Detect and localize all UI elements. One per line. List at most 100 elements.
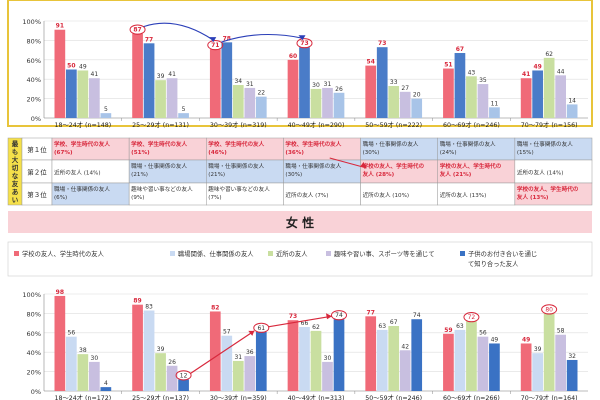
trend-arrow: [143, 22, 214, 41]
ranking-cell-text: 学校、学生時代の友人: [285, 140, 341, 148]
data-label: 67: [456, 46, 464, 53]
y-tick-label: 0%: [31, 115, 41, 123]
y-tick-label: 100%: [22, 18, 41, 26]
data-label: 60: [289, 53, 297, 60]
arrow-head: [209, 37, 217, 43]
bar: [143, 310, 155, 391]
data-label: 39: [157, 73, 165, 80]
ranking-cell-text: 学校の友人、学生時代の: [517, 185, 579, 193]
data-label: 72: [468, 314, 476, 321]
side-label-char: な: [12, 171, 19, 180]
bar: [89, 78, 100, 118]
ranking-cell-text: (6%): [54, 195, 67, 201]
y-tick-label: 20%: [27, 96, 41, 104]
bar: [232, 360, 244, 391]
bar: [543, 313, 555, 391]
ranking-cell-text: 職場・仕事関係の友人: [363, 140, 419, 148]
data-label: 20: [413, 92, 421, 99]
bar: [77, 70, 89, 118]
arrow-head: [248, 330, 255, 336]
section-title-bar: [8, 211, 592, 233]
bar: [388, 326, 400, 391]
bar: [555, 75, 566, 118]
data-label: 49: [522, 336, 530, 343]
data-label: 56: [68, 330, 76, 337]
bar: [209, 49, 221, 118]
side-label-char: 大: [12, 155, 19, 164]
data-label: 74: [335, 312, 343, 319]
rank-label: 第３位: [27, 190, 47, 199]
data-label: 89: [133, 298, 141, 305]
data-label: 11: [491, 100, 499, 107]
data-label: 58: [557, 328, 565, 335]
side-label-char: あ: [12, 187, 19, 196]
data-label: 49: [491, 336, 499, 343]
female-arrows: [190, 313, 333, 374]
data-label: 49: [533, 63, 541, 70]
highlight-circle: [296, 38, 313, 49]
data-label: 67: [390, 319, 398, 326]
ranking-cell-text: 友人 (13%): [517, 193, 549, 201]
y-tick-label: 80%: [27, 37, 41, 45]
data-label: 54: [367, 59, 375, 66]
data-label: 73: [378, 40, 386, 47]
ranking-arrow-head: [360, 162, 367, 168]
y-tick-label: 40%: [27, 349, 41, 357]
legend-swatch: [460, 251, 465, 256]
bar: [287, 59, 299, 118]
ranking-cell-text: (15%): [517, 150, 534, 156]
ranking-cell-text: 近所の友人 (7%): [285, 191, 328, 199]
data-label: 30: [324, 355, 332, 362]
ranking-cell-text: 職場・仕事関係の友人: [285, 162, 341, 170]
ranking-cell-text: 職場・仕事関係の友人: [208, 162, 264, 170]
data-label: 33: [390, 79, 398, 86]
highlight-circle: [331, 310, 348, 321]
legend-swatch: [268, 251, 273, 256]
bar: [466, 321, 477, 391]
data-label: 73: [289, 313, 297, 320]
x-tick-label: 70～79才 (n=164): [521, 393, 578, 400]
bar: [411, 98, 423, 118]
legend-swatch: [14, 251, 19, 256]
highlight-circle: [207, 40, 224, 51]
ranking-cell-text: 学校、学生時代の友人: [131, 140, 187, 148]
bar: [143, 43, 155, 119]
bar: [566, 104, 578, 118]
data-label: 43: [468, 69, 476, 76]
bar: [54, 29, 66, 119]
x-tick-label: 50～59才 (n=222): [365, 120, 422, 129]
data-label: 32: [568, 353, 576, 360]
ranking-cell-text: (46%): [208, 150, 227, 156]
bar: [376, 47, 388, 118]
ranking-cell-text: (51%): [131, 150, 150, 156]
highlight-circle: [129, 24, 146, 35]
bar: [100, 113, 112, 118]
ranking-cell-text: 学校、学生時代の友人: [208, 140, 264, 148]
bar: [489, 343, 500, 391]
x-tick-label: 30～39才 (n=359): [210, 393, 267, 400]
ranking-cell-text: (30%): [285, 172, 302, 178]
male-chart-frame: [7, 0, 593, 127]
data-label: 41: [168, 71, 176, 78]
x-tick-label: 60～69才 (n=246): [443, 120, 500, 129]
ranking-cell-text: 友人 (21%): [440, 170, 472, 178]
data-label: 83: [145, 303, 153, 310]
bar: [132, 304, 143, 391]
bar: [443, 68, 454, 118]
ranking-cell-text: 友人 (28%): [363, 170, 395, 178]
data-label: 57: [223, 329, 231, 336]
bar: [333, 92, 345, 118]
bar: [532, 70, 543, 118]
side-label-char: 切: [12, 164, 19, 172]
ranking-arrow: [329, 157, 367, 169]
bar: [299, 47, 310, 118]
data-label: 31: [324, 81, 332, 88]
side-label-char: 友: [12, 179, 19, 188]
x-tick-label: 50～59才 (n=246): [365, 393, 422, 400]
legend-swatch: [170, 251, 175, 256]
data-label: 26: [168, 359, 176, 366]
data-label: 39: [157, 346, 165, 353]
data-label: 22: [257, 90, 265, 97]
legend-frame: [7, 241, 593, 277]
